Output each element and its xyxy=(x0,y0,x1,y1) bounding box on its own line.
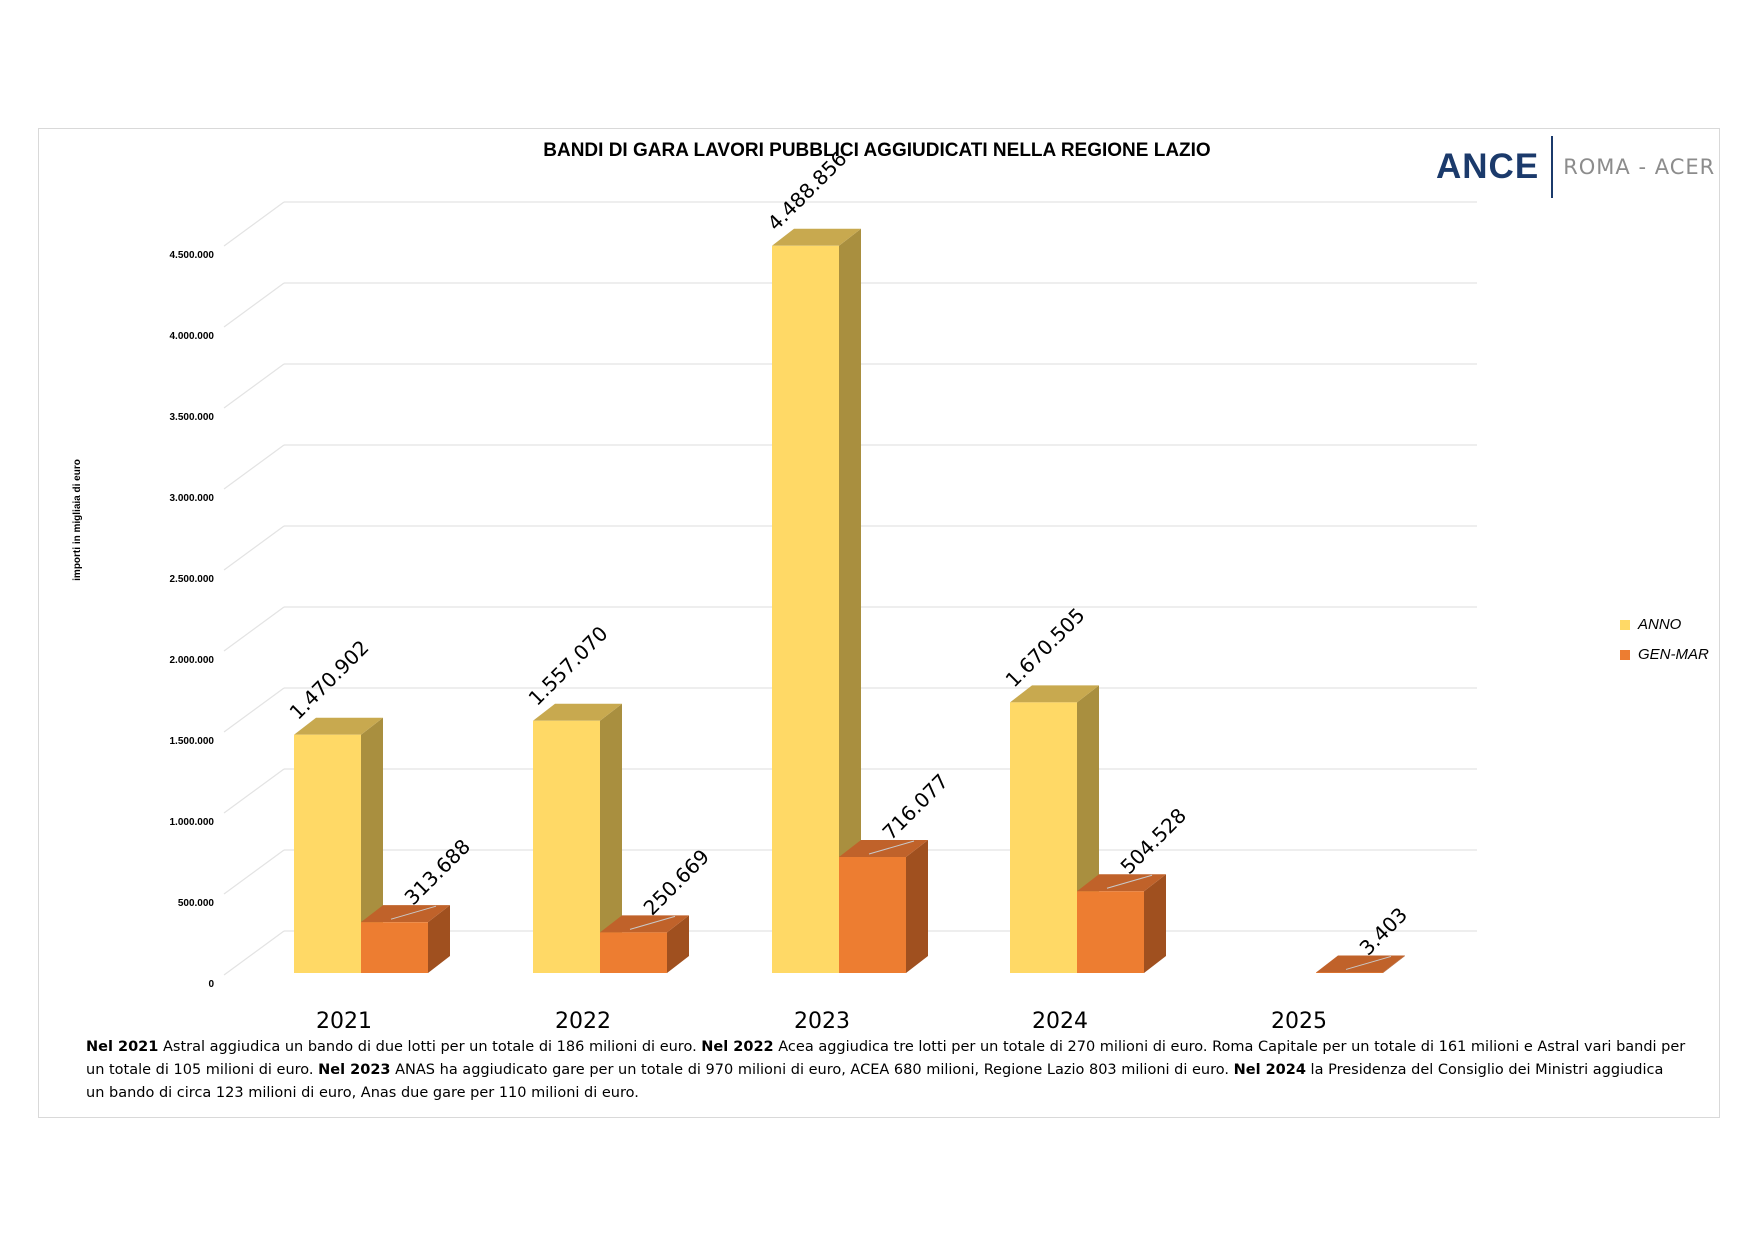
gridline-depth xyxy=(223,606,285,652)
data-label-anno-2024: 1.670.505 xyxy=(1001,603,1090,692)
footnote-year-2022: Nel 2022 xyxy=(701,1039,774,1055)
logo-ance-text: ANCE xyxy=(1436,147,1540,186)
bar-gen-mar-2024-top xyxy=(1077,874,1166,892)
logo-separator xyxy=(1551,136,1554,198)
leader-line-2021 xyxy=(390,905,437,920)
footnote-year-2021: Nel 2021 xyxy=(86,1039,159,1055)
legend-item-gen-mar: GEN-MAR xyxy=(1620,646,1709,663)
gridline-depth xyxy=(223,849,285,895)
bar-gen-mar-2022 xyxy=(600,932,667,973)
bar-gen-mar-2025 xyxy=(1316,972,1383,973)
bar-gen-mar-2023-side xyxy=(906,839,928,973)
ance-logo: ANCE ROMA - ACER xyxy=(1436,134,1715,200)
bar-anno-2022-top xyxy=(533,703,622,721)
bar-anno-2021-top xyxy=(294,717,383,735)
data-label-gen-mar-2023: 716.077 xyxy=(878,769,953,844)
chart-title: BANDI DI GARA LAVORI PUBBLICI AGGIUDICAT… xyxy=(543,140,1211,161)
footnote-text-2023: ANAS ha aggiudicato gare per un totale d… xyxy=(390,1062,1234,1078)
footnote-year-2024: Nel 2024 xyxy=(1233,1062,1306,1078)
x-tick-label-2025: 2025 xyxy=(1271,1009,1327,1034)
data-label-gen-mar-2022: 250.669 xyxy=(639,844,714,919)
bar-anno-2021-side xyxy=(361,717,383,973)
x-tick-label-2023: 2023 xyxy=(794,1009,850,1034)
footnote: Nel 2021 Astral aggiudica un bando di du… xyxy=(86,1036,1686,1105)
leader-line-2023 xyxy=(868,840,915,855)
gridline-depth xyxy=(223,930,285,976)
data-label-anno-2022: 1.557.070 xyxy=(524,621,613,710)
bar-anno-2022 xyxy=(533,720,600,973)
bar-anno-2024 xyxy=(1010,702,1077,973)
legend-label-gen-mar: GEN-MAR xyxy=(1638,646,1709,663)
bar-gen-mar-2024 xyxy=(1077,891,1144,973)
bar-anno-2023 xyxy=(772,245,839,974)
bar-gen-mar-2022-side xyxy=(667,915,689,973)
gridline-depth xyxy=(223,201,285,247)
bar-gen-mar-2021-side xyxy=(428,905,450,973)
x-tick-label-2022: 2022 xyxy=(555,1009,611,1034)
y-tick-label: 500.000 xyxy=(178,898,215,909)
y-tick-label: 2.500.000 xyxy=(170,574,215,585)
gridline-depth xyxy=(223,525,285,571)
y-tick-label: 3.500.000 xyxy=(170,412,215,423)
y-tick-label: 4.000.000 xyxy=(170,331,215,342)
bar-gen-mar-2023-top xyxy=(839,839,928,857)
footnote-text-2022: Acea aggiudica tre lotti per un totale d… xyxy=(86,1039,1686,1078)
data-label-anno-2021: 1.470.902 xyxy=(285,635,374,724)
gridline-depth xyxy=(223,768,285,814)
bar-gen-mar-2024-side xyxy=(1144,874,1166,973)
legend-label-anno: ANNO xyxy=(1638,616,1682,633)
bar-anno-2024-top xyxy=(1010,685,1099,703)
legend-item-anno: ANNO xyxy=(1620,616,1681,633)
data-label-gen-mar-2024: 504.528 xyxy=(1116,803,1191,878)
bar-anno-2021 xyxy=(294,734,361,973)
gridline-depth xyxy=(223,282,285,328)
gridline-depth xyxy=(223,363,285,409)
bar-gen-mar-2021 xyxy=(361,922,428,973)
y-tick-label: 4.500.000 xyxy=(170,250,215,261)
data-label-gen-mar-2021: 313.688 xyxy=(400,834,475,909)
y-tick-label: 1.000.000 xyxy=(170,817,215,828)
bar-anno-2023-side xyxy=(839,228,861,974)
x-tick-label-2024: 2024 xyxy=(1032,1009,1088,1034)
footnote-year-2023: Nel 2023 xyxy=(318,1062,391,1078)
footnote-text-2021: Astral aggiudica un bando di due lotti p… xyxy=(158,1039,702,1055)
bar-gen-mar-2025-top xyxy=(1316,955,1405,973)
bar-gen-mar-2021-top xyxy=(361,905,450,923)
legend-swatch-anno xyxy=(1620,619,1630,630)
y-tick-label: 1.500.000 xyxy=(170,736,215,747)
y-tick-label: 3.000.000 xyxy=(170,493,215,504)
legend-swatch-gen-mar xyxy=(1620,649,1630,660)
footnote-text-2024: la Presidenza del Consiglio dei Ministri… xyxy=(86,1062,1664,1101)
bar-gen-mar-2022-top xyxy=(600,915,689,933)
bar-anno-2023-top xyxy=(772,228,861,246)
bar-anno-2022-side xyxy=(600,703,622,973)
y-axis-label: importi in migliaia di euro xyxy=(72,459,83,581)
leader-line-2024 xyxy=(1106,874,1153,889)
bar-gen-mar-2025-side xyxy=(1383,955,1405,973)
leader-line-2025 xyxy=(1345,955,1392,970)
gridline-depth xyxy=(223,444,285,490)
logo-roma-text: ROMA - ACER xyxy=(1563,155,1716,179)
gridline-depth xyxy=(223,687,285,733)
leader-line-2022 xyxy=(629,915,676,930)
bar-gen-mar-2023 xyxy=(839,856,906,973)
x-tick-label-2021: 2021 xyxy=(316,1009,372,1034)
y-tick-label: 0 xyxy=(208,979,214,990)
y-tick-label: 2.000.000 xyxy=(170,655,215,666)
